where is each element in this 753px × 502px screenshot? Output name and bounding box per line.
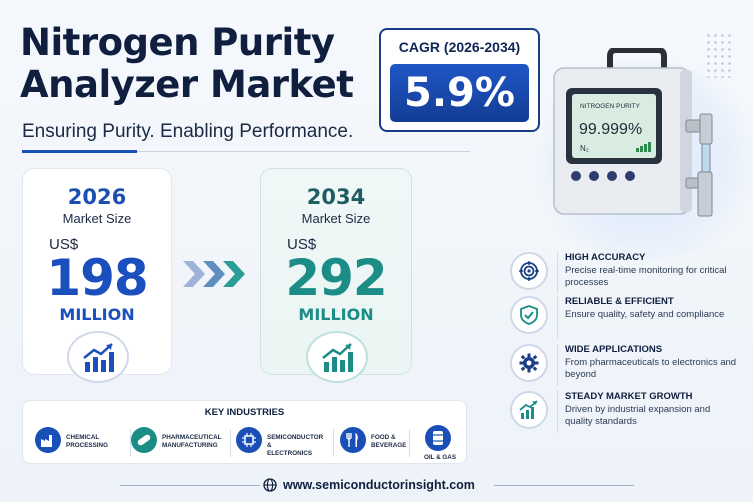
screen-value: 99.999% (579, 121, 642, 138)
feature-title: WIDE APPLICATIONS (565, 344, 663, 355)
pill-icon (131, 427, 157, 453)
device-button-4 (625, 171, 635, 181)
key-industries-panel: KEY INDUSTRIES Chemical Processing Pharm… (22, 400, 467, 464)
fork-knife-icon (340, 427, 366, 453)
industry-label-1: Food & (371, 434, 396, 441)
industry-divider (130, 429, 131, 457)
device-button-3 (607, 171, 617, 181)
industry-label-1: Chemical (66, 434, 100, 441)
card-label: Market Size (301, 211, 371, 226)
card-value: 292 (285, 249, 387, 307)
analyzer-device-image: NITROGEN PURITY 99.999% N₂ (553, 48, 713, 217)
cagr-panel: CAGR (2026-2034) 5.9% (379, 28, 540, 132)
feature-divider (557, 296, 558, 338)
divider (22, 151, 470, 152)
tagline: Ensuring Purity. Enabling Performance. (22, 121, 354, 142)
card-unit: MILLION (298, 305, 374, 324)
card-currency: US$ (49, 236, 79, 253)
industry-label-1: Semiconductor & (267, 434, 324, 449)
divider-accent (22, 150, 137, 153)
market-card-2026: 2026 Market Size US$ 198 MILLION (22, 168, 172, 383)
globe-icon (263, 478, 277, 492)
card-unit: MILLION (59, 305, 135, 324)
card-currency: US$ (287, 236, 317, 253)
card-year: 2034 (306, 185, 366, 209)
footer-rule-right (494, 485, 634, 486)
device-button-2 (589, 171, 599, 181)
signal-bars-icon (636, 142, 651, 152)
gear-icon (510, 344, 548, 382)
feature-desc: Precise real-time monitoring for critica… (565, 265, 727, 288)
industry-label-1: Pharmaceutical (162, 434, 222, 441)
growth-chart-icon (306, 331, 368, 383)
decorative-dots (705, 32, 735, 78)
chevron-arrows-icon (183, 261, 245, 287)
feature-desc: Ensure quality, safety and compliance (565, 309, 725, 320)
industry-label-2: Manufacturing (162, 442, 218, 449)
feature-divider (557, 344, 558, 386)
bar-growth-icon (510, 391, 548, 429)
industry-divider (230, 429, 231, 457)
industry-divider (409, 429, 410, 457)
feature-title: STEADY MARKET GROWTH (565, 391, 693, 402)
card-year: 2026 (67, 185, 127, 209)
target-icon (510, 252, 548, 290)
industry-oil-gas: Oil & Gas (417, 425, 463, 461)
key-industries-title: KEY INDUSTRIES (204, 407, 285, 418)
screen-unit: N₂ (580, 144, 589, 153)
feature-steady-growth: STEADY MARKET GROWTH Driven by industria… (510, 391, 740, 437)
gas-fitting-bottom (685, 171, 713, 217)
card-value: 198 (46, 249, 148, 307)
device-button-1 (571, 171, 581, 181)
industry-label-2: Oil & Gas (423, 454, 457, 461)
card-label: Market Size (62, 211, 132, 226)
feature-divider (557, 391, 558, 433)
cagr-value-box: 5.9% (390, 64, 529, 122)
feature-desc: From pharmaceuticals to electronics and … (565, 357, 737, 380)
growth-chart-icon (67, 331, 129, 383)
footer-rule-left (120, 485, 260, 486)
chip-icon (236, 427, 262, 453)
factory-icon (35, 427, 61, 453)
industry-label-2: Processing (66, 442, 108, 449)
shield-check-icon (510, 296, 548, 334)
feature-wide-applications: WIDE APPLICATIONS From pharmaceuticals t… (510, 344, 740, 390)
feature-desc: Driven by industrial expansion and quali… (565, 404, 711, 427)
feature-title: HIGH ACCURACY (565, 252, 646, 263)
feature-reliable-efficient: RELIABLE & EFFICIENT Ensure quality, saf… (510, 296, 740, 342)
industry-label-2: Beverage (371, 442, 407, 449)
market-card-2034: 2034 Market Size US$ 292 MILLION (260, 168, 412, 383)
page-title: Nitrogen Purity Analyzer Market (20, 21, 354, 106)
feature-title: RELIABLE & EFFICIENT (565, 296, 674, 307)
cagr-value: 5.9% (404, 70, 515, 116)
industry-label-2: Electronics (267, 450, 313, 457)
screen-title: NITROGEN PURITY (580, 103, 641, 110)
industry-divider (333, 429, 334, 457)
cagr-label: CAGR (2026-2034) (398, 39, 521, 55)
website-link[interactable]: www.semiconductorinsight.com (283, 478, 475, 492)
feature-high-accuracy: HIGH ACCURACY Precise real-time monitori… (510, 252, 740, 298)
oil-barrel-icon (425, 425, 451, 451)
feature-divider (557, 252, 558, 294)
